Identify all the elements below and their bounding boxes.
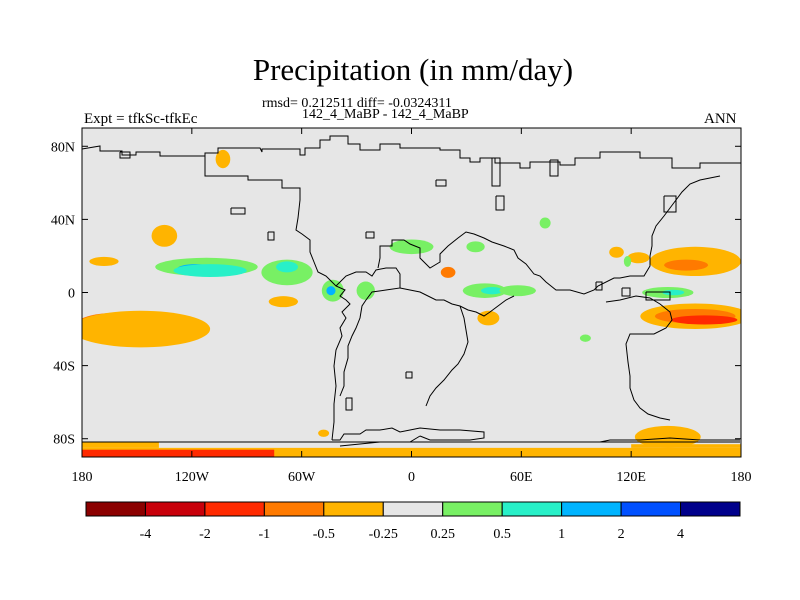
anomaly-region-32 — [609, 246, 624, 258]
colorbar-label: -1 — [259, 527, 271, 542]
anomaly-region-2 — [82, 310, 211, 348]
anomaly-region-10 — [276, 261, 299, 273]
y-tick-label: 40S — [53, 360, 75, 375]
colorbar-swatch — [323, 501, 384, 517]
case-names: 142_4_MaBP - 142_4_MaBP — [302, 107, 469, 122]
anomaly-region-27 — [662, 289, 685, 296]
anomaly-region-8 — [215, 149, 231, 169]
colorbar-label: -2 — [199, 527, 211, 542]
anomaly-region-30 — [671, 315, 738, 325]
x-tick-label: 0 — [408, 470, 415, 485]
season-label: ANN — [704, 111, 737, 127]
x-tick-label: 180 — [72, 470, 93, 485]
anomaly-band-2 — [631, 444, 741, 448]
anomaly-region-9 — [261, 259, 313, 286]
anomaly-region-31 — [627, 252, 650, 264]
x-tick-label: 120E — [616, 470, 646, 485]
colorbar-swatch — [561, 501, 622, 517]
colorbar-label: 0.25 — [430, 527, 455, 542]
colorbar-label: 1 — [558, 527, 565, 542]
colorbar-swatch — [144, 501, 206, 517]
colorbar-swatch — [620, 501, 682, 517]
y-tick-label: 80S — [53, 433, 75, 448]
coastlines — [82, 135, 741, 447]
x-tick-label: 60E — [510, 470, 533, 485]
anomaly-region-16 — [440, 266, 456, 278]
anomaly-region-3 — [151, 224, 178, 247]
experiment-label: Expt = tfkSc-tfkEc — [84, 111, 198, 127]
anomaly-region-18 — [481, 287, 504, 295]
colorbar-swatch — [442, 501, 503, 517]
anomaly-region-13 — [326, 286, 336, 296]
x-tick-label: 180 — [731, 470, 752, 485]
anomaly-band-1 — [82, 442, 159, 448]
anomaly-region-34 — [634, 425, 701, 448]
y-tick-label: 80N — [51, 140, 75, 155]
colorbar-swatch — [680, 501, 741, 517]
x-tick-label: 60W — [288, 470, 316, 485]
colorbar-swatch — [85, 501, 146, 517]
stats-line: rmsd= 0.212511 diff= -0.0324311 — [262, 96, 452, 111]
anomaly-region-21 — [466, 241, 485, 253]
anomaly-region-11 — [268, 296, 299, 308]
colorbar-label: -0.25 — [369, 527, 398, 542]
anomaly-band-3 — [82, 449, 275, 457]
colorbar-label: -0.5 — [313, 527, 335, 542]
anomaly-region-25 — [664, 259, 709, 271]
colorbar-swatch — [263, 501, 325, 517]
anomaly-region-35 — [318, 429, 330, 437]
anomaly-region-7 — [89, 256, 119, 266]
colorbar-label: 0.5 — [493, 527, 511, 542]
anomaly-region-6 — [173, 264, 247, 277]
anomaly-region-14 — [356, 281, 375, 300]
anomaly-region-19 — [499, 285, 536, 297]
colorbar-swatch — [501, 501, 563, 517]
colorbar-label: -4 — [140, 527, 152, 542]
colorbar-swatch — [204, 501, 265, 517]
colorbar-swatch — [382, 501, 444, 517]
colorbar-label: 4 — [677, 527, 684, 542]
x-tick-label: 120W — [175, 470, 210, 485]
anomaly-region-15 — [389, 239, 434, 255]
anomaly-region-33 — [623, 255, 632, 267]
y-tick-label: 0 — [68, 287, 75, 302]
anomaly-region-20 — [477, 310, 500, 326]
anomaly-region-22 — [539, 217, 551, 229]
anomaly-region-23 — [579, 334, 591, 342]
colorbar-label: 2 — [618, 527, 625, 542]
chart-title: Precipitation (in mm/day) — [252, 52, 574, 87]
y-tick-label: 40N — [51, 213, 75, 228]
